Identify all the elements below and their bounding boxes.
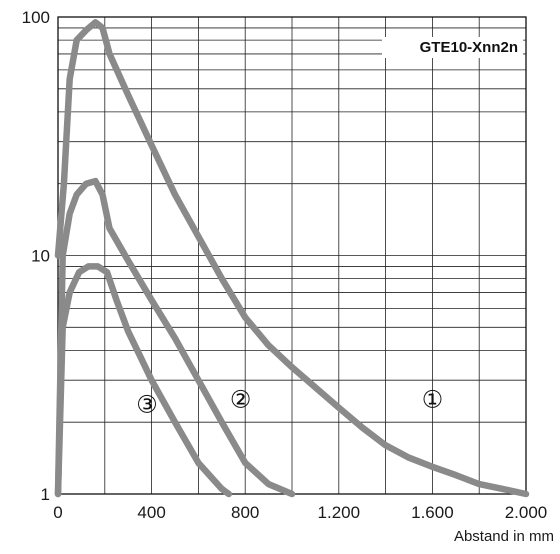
y-tick-label: 10 [31, 247, 50, 266]
curve-label-3: ③ [136, 390, 158, 418]
series-line-3 [54, 263, 233, 498]
x-tick-label: 800 [231, 503, 259, 522]
x-tick-label: 1.200 [318, 503, 361, 522]
x-tick-labels: 0 400 800 1.200 1.600 2.000 [53, 503, 547, 522]
x-tick-label: 0 [53, 503, 62, 522]
y-tick-label: 1 [41, 485, 50, 504]
curve-label-1: ① [422, 386, 444, 414]
curve-labels: ① ② ③ [136, 386, 443, 419]
device-tag: GTE10-Xnn2n [382, 37, 523, 58]
x-axis-label: Abstand in mm [454, 528, 554, 545]
y-tick-labels: 1 10 100 [22, 8, 50, 504]
x-tick-label: 2.000 [505, 503, 548, 522]
curve-label-2: ② [230, 386, 252, 414]
y-tick-label: 100 [22, 8, 50, 27]
x-tick-label: 1.600 [411, 503, 454, 522]
series-line-1 [54, 19, 530, 498]
series-line-2 [54, 177, 296, 498]
series-group [54, 19, 530, 498]
device-tag-label: GTE10-Xnn2n [420, 39, 518, 56]
device-tag-background [382, 37, 523, 58]
x-tick-label: 400 [137, 503, 165, 522]
